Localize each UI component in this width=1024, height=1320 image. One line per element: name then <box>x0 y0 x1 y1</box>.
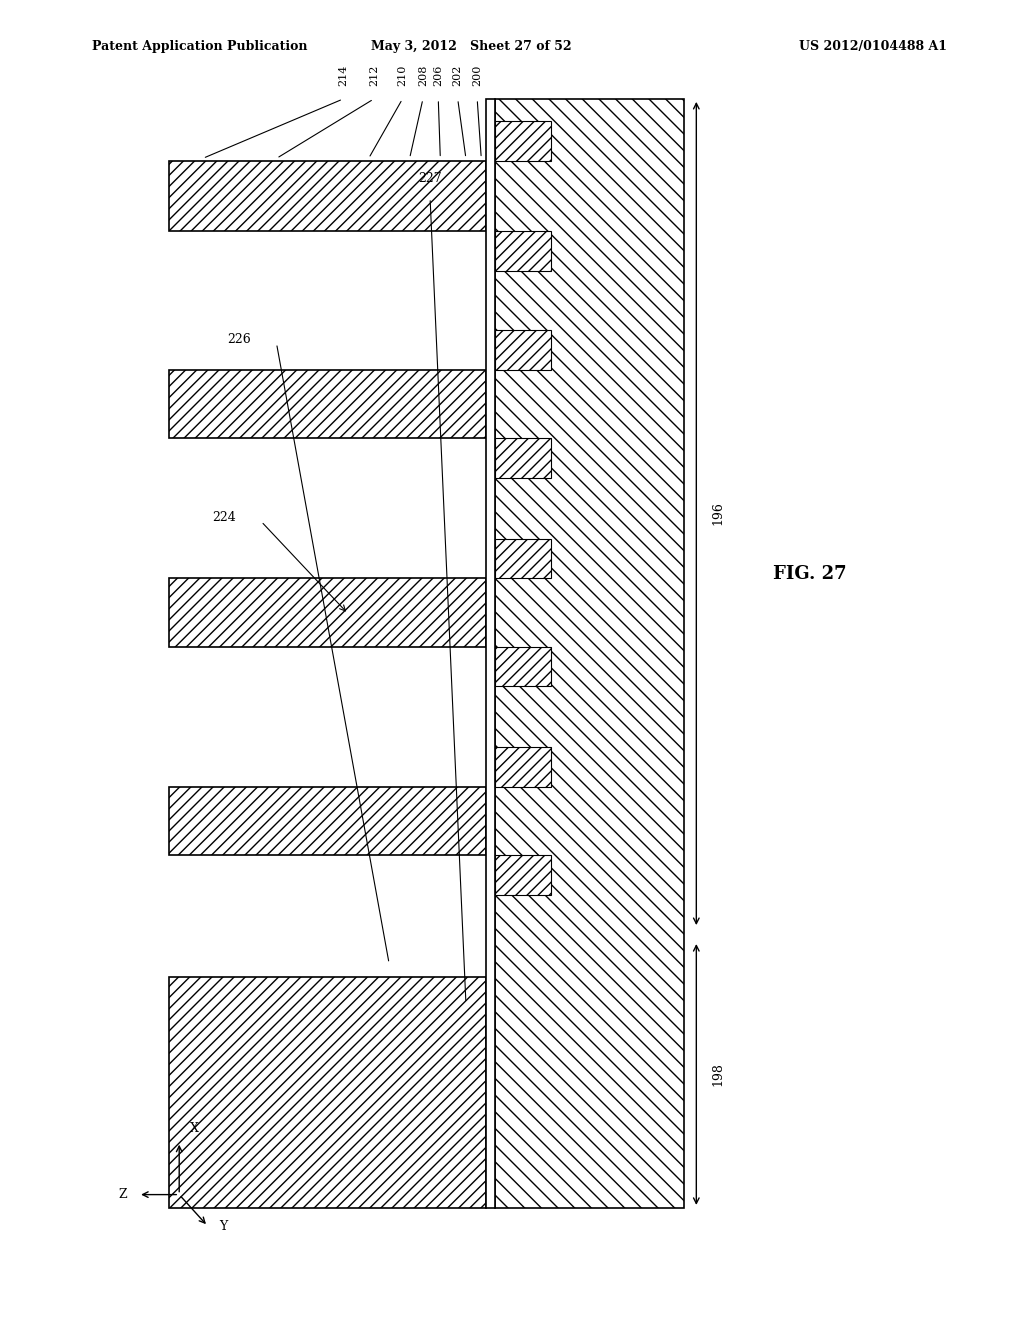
Text: 208: 208 <box>418 65 428 86</box>
Bar <box>495 438 551 478</box>
Bar <box>495 121 551 161</box>
Text: 210: 210 <box>397 65 408 86</box>
Text: 214: 214 <box>338 65 348 86</box>
Text: Z: Z <box>119 1188 127 1201</box>
Text: US 2012/0104488 A1: US 2012/0104488 A1 <box>799 40 947 53</box>
Bar <box>495 231 551 271</box>
Text: 227: 227 <box>418 172 442 185</box>
Bar <box>495 539 551 578</box>
Text: 226: 226 <box>227 333 251 346</box>
Text: Y: Y <box>219 1220 227 1233</box>
Bar <box>169 787 486 855</box>
Bar <box>495 330 551 370</box>
Text: FIG. 27: FIG. 27 <box>773 565 847 583</box>
Bar <box>495 647 551 686</box>
Text: 200: 200 <box>472 65 482 86</box>
Text: 206: 206 <box>433 65 443 86</box>
Text: Patent Application Publication: Patent Application Publication <box>92 40 307 53</box>
Text: May 3, 2012   Sheet 27 of 52: May 3, 2012 Sheet 27 of 52 <box>371 40 571 53</box>
Bar <box>169 578 486 647</box>
Text: 196: 196 <box>712 502 725 525</box>
Text: 212: 212 <box>369 65 379 86</box>
Bar <box>169 977 486 1208</box>
Bar <box>495 747 551 787</box>
Text: 224: 224 <box>212 511 236 524</box>
Text: X: X <box>190 1122 199 1135</box>
Bar <box>486 99 495 1208</box>
Text: 198: 198 <box>712 1063 725 1086</box>
Bar <box>495 99 684 1208</box>
Bar <box>169 161 486 231</box>
Bar <box>495 855 551 895</box>
Text: 202: 202 <box>453 65 463 86</box>
Bar <box>169 370 486 438</box>
